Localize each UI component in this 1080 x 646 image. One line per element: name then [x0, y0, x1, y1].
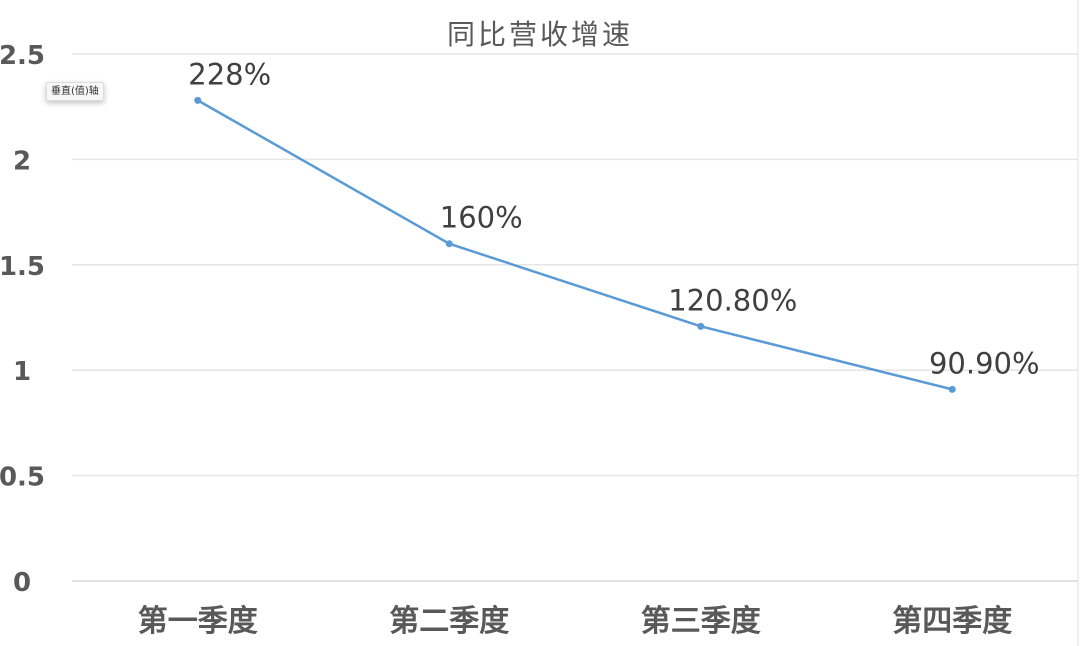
series-line	[197, 99, 953, 391]
y-tick-label: 0	[13, 568, 31, 598]
data-label: 120.80%	[668, 283, 797, 317]
x-tick-label: 第四季度	[892, 604, 1012, 639]
x-tick-label: 第三季度	[641, 604, 761, 639]
y-tick-label: 2.5	[0, 41, 45, 71]
y-tick-label: 1	[13, 357, 31, 387]
data-label: 90.90%	[929, 346, 1040, 380]
y-tick-label: 1.5	[0, 252, 45, 282]
y-tick-label: 2	[13, 146, 31, 176]
y-tick-label: 0.5	[0, 463, 45, 493]
data-point	[948, 385, 956, 393]
x-tick-label: 第二季度	[389, 604, 509, 639]
data-point	[445, 240, 453, 248]
x-tick-label: 第一季度	[138, 604, 258, 639]
data-label: 228%	[188, 57, 271, 91]
chart-title: 同比营收增速	[447, 18, 633, 51]
data-label: 160%	[440, 201, 523, 235]
axis-tooltip: 垂直(值)轴	[46, 82, 104, 101]
data-point	[697, 322, 705, 330]
data-point	[194, 96, 202, 104]
